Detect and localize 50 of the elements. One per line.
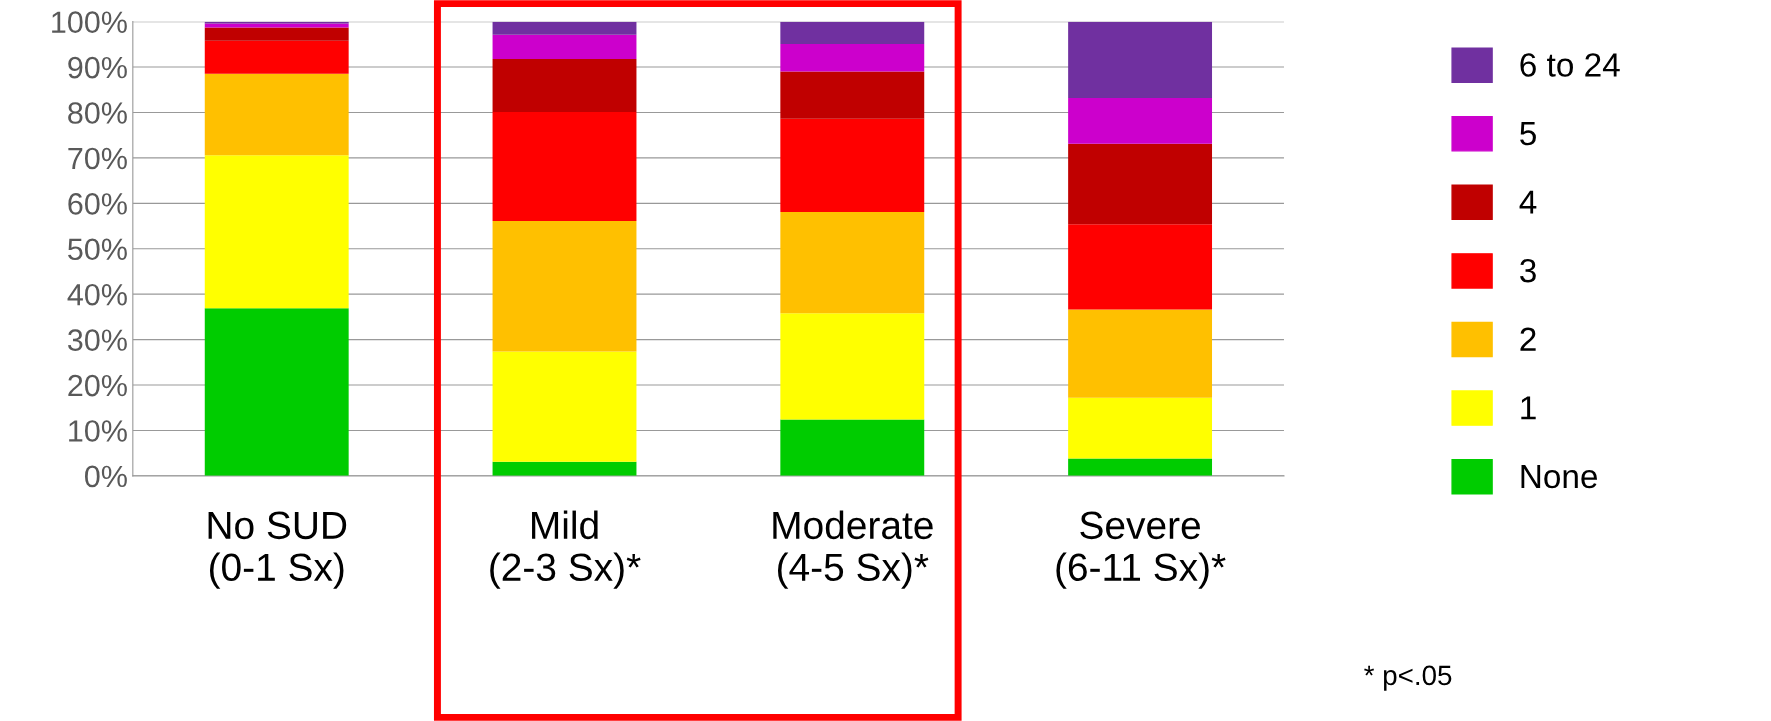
bar: [1068, 458, 1213, 476]
bar: [1068, 21, 1213, 98]
bar: [492, 34, 637, 59]
bar: [1068, 143, 1213, 225]
y-tick-label: 30%: [67, 329, 127, 351]
y-tick-label: 50%: [68, 238, 127, 261]
y-tick-label: 60%: [68, 193, 127, 215]
y-tick-label: 80%: [68, 102, 127, 124]
legend-label: 5: [1520, 122, 1536, 146]
bar: [492, 221, 637, 352]
legend-label: None: [1521, 464, 1597, 489]
bar: [780, 71, 925, 119]
bar: [780, 118, 925, 212]
legend-label: 6 to 24: [1520, 53, 1620, 77]
y-tick-label: 0%: [85, 465, 127, 488]
bar: [1068, 224, 1213, 310]
bar: [780, 43, 925, 72]
bar: [204, 73, 349, 156]
bar: [204, 308, 349, 476]
y-tick-label: 90%: [68, 56, 127, 79]
y-tick-label: 70%: [68, 147, 127, 170]
y-tick-label: 20%: [68, 374, 127, 397]
bar: [1068, 97, 1213, 144]
y-tick-label: 100%: [52, 11, 127, 33]
bar: [780, 211, 925, 314]
bar: [1068, 309, 1213, 398]
x-tick-label: Mild (2-3 Sx)*: [490, 510, 641, 589]
legend-label: 3: [1520, 258, 1536, 283]
legend-label: 4: [1519, 190, 1537, 214]
bar: [780, 419, 925, 476]
legend-label: 1: [1521, 396, 1536, 420]
x-tick-label: Moderate (4-5 Sx)*: [773, 510, 933, 589]
y-tick-label: 10%: [69, 420, 127, 442]
bar: [204, 27, 349, 41]
y-tick-label: 40%: [67, 283, 127, 306]
bar: [492, 21, 637, 35]
x-tick-label: No SUD (0-1 Sx): [208, 511, 347, 589]
x-tick-label: Severe (6-11 Sx)*: [1056, 511, 1226, 589]
bar: [204, 155, 349, 309]
bar: [204, 40, 349, 74]
text: * p<.05: [1364, 665, 1452, 691]
bar: [492, 112, 637, 222]
bar: [492, 58, 637, 113]
bar: [1068, 397, 1213, 459]
bar: [204, 23, 349, 28]
bar: [780, 313, 925, 420]
bar: [780, 21, 925, 44]
bar: [492, 351, 637, 462]
bar: [492, 461, 637, 476]
legend-label: 2: [1520, 327, 1536, 351]
